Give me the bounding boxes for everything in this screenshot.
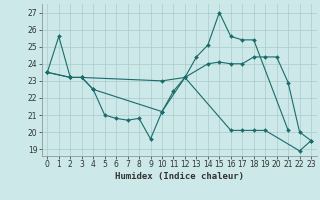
- X-axis label: Humidex (Indice chaleur): Humidex (Indice chaleur): [115, 172, 244, 181]
